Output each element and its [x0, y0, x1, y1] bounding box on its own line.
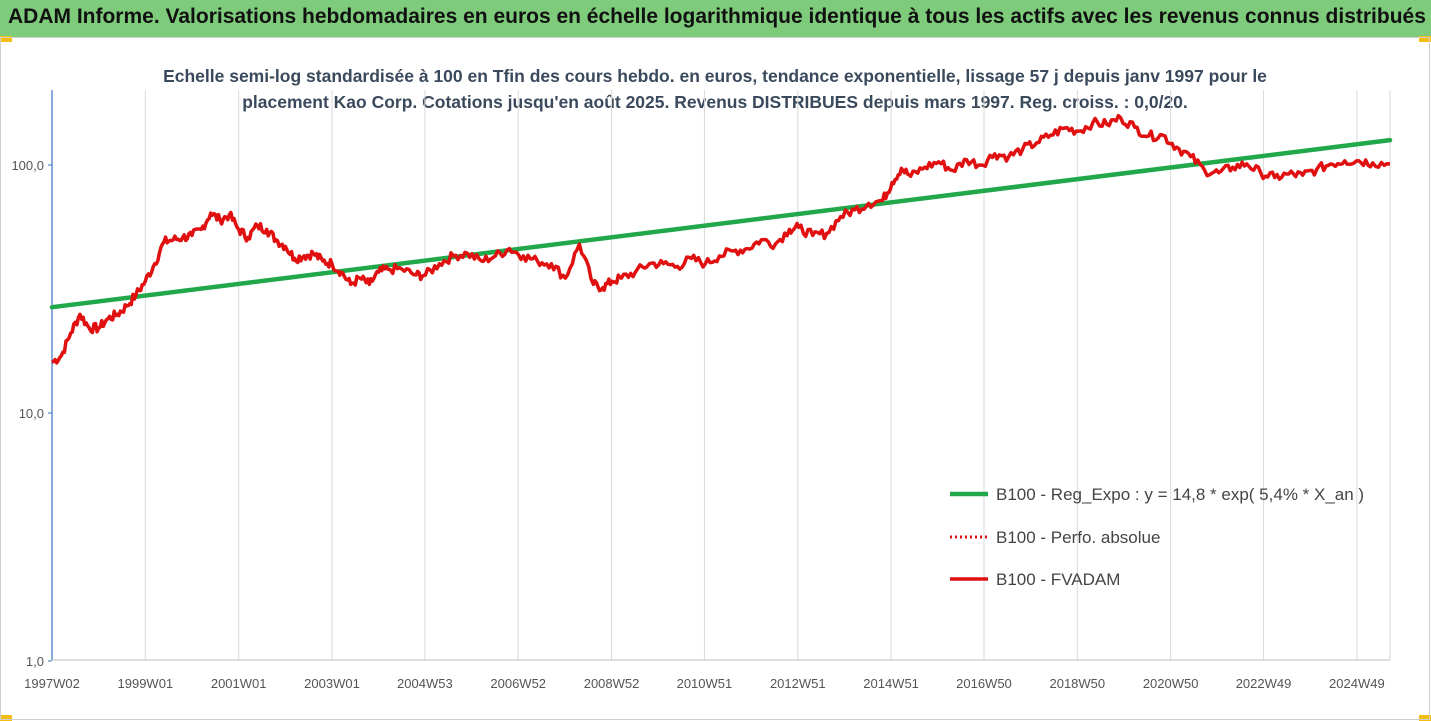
- x-tick-label: 2016W50: [956, 676, 1012, 691]
- x-tick-label: 2003W01: [304, 676, 360, 691]
- chart-title: Echelle semi-log standardisée à 100 en T…: [163, 66, 1267, 112]
- banner-title: ADAM Informe. Valorisations hebdomadaire…: [8, 5, 1426, 28]
- x-tick-label: 2008W52: [584, 676, 640, 691]
- x-tick-label: 2006W52: [490, 676, 546, 691]
- x-tick-label: 2004W53: [397, 676, 453, 691]
- x-tick-label: 2022W49: [1236, 676, 1292, 691]
- corner-marker-top-right: [1419, 36, 1431, 42]
- x-tick-label: 2024W49: [1329, 676, 1385, 691]
- y-tick-label: 100,0: [11, 158, 44, 173]
- series-line-reg-expo: [49, 137, 1393, 310]
- y-tick-label: 1,0: [26, 654, 44, 669]
- chart-frame: [0, 37, 1430, 720]
- x-tick-label: 1999W01: [118, 676, 174, 691]
- x-tick-label: 2012W51: [770, 676, 826, 691]
- x-tick-label: 2001W01: [211, 676, 267, 691]
- banner: ADAM Informe. Valorisations hebdomadaire…: [0, 0, 1431, 37]
- x-tick-label: 1997W02: [24, 676, 80, 691]
- x-tick-label: 2014W51: [863, 676, 919, 691]
- corner-marker-bottom-right: [1419, 715, 1431, 721]
- y-tick-label: 10,0: [19, 406, 44, 421]
- corner-marker-bottom-left: [0, 715, 12, 721]
- legend-item-fvadam-label: B100 - FVADAM: [996, 570, 1120, 589]
- x-tick-label: 2018W50: [1049, 676, 1105, 691]
- x-tick-label: 2010W51: [677, 676, 733, 691]
- legend-item-reg-expo-label: B100 - Reg_Expo : y = 14,8 * exp( 5,4% *…: [996, 485, 1364, 504]
- x-tick-label: 2020W50: [1143, 676, 1199, 691]
- series-line-fvadam: [51, 113, 1391, 365]
- corner-marker-top-left: [0, 36, 12, 42]
- legend-item-perfo-absolue-label: B100 - Perfo. absolue: [996, 528, 1160, 547]
